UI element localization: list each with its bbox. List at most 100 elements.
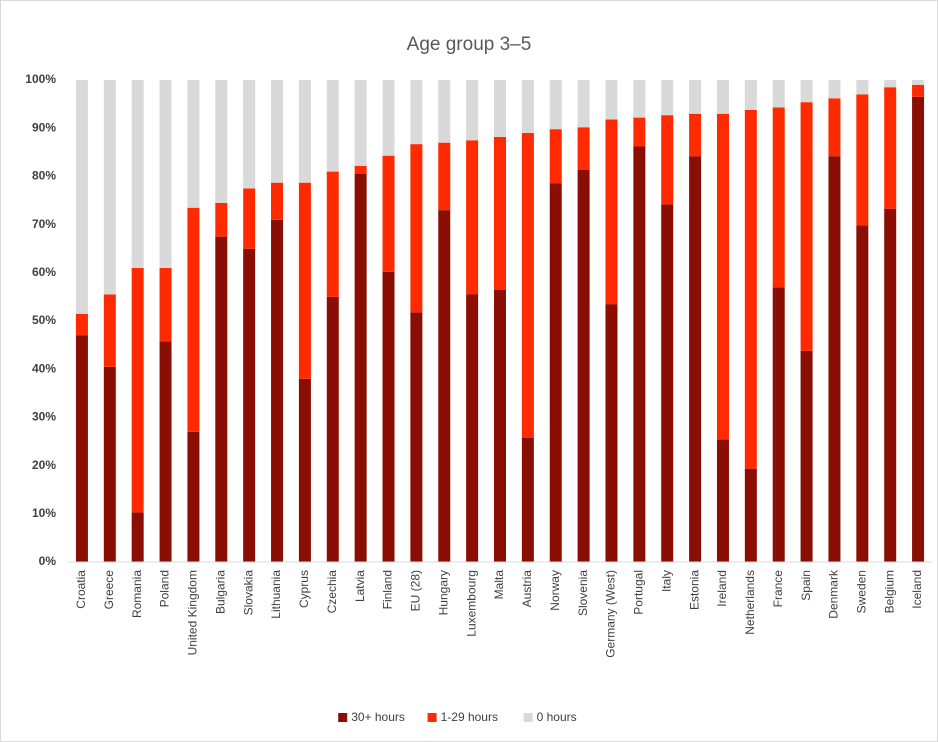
bar-segment — [494, 289, 506, 562]
x-tick-label: Portugal — [632, 570, 646, 615]
bar-segment — [215, 202, 228, 237]
bar-segment — [159, 267, 172, 342]
y-tick-label: 70% — [32, 217, 56, 231]
legend-swatch — [427, 713, 437, 722]
bar-segment — [744, 80, 757, 110]
bar-segment — [103, 294, 116, 367]
bar-segment — [438, 80, 451, 143]
x-tick-label: Belgium — [882, 570, 896, 613]
bar-segment — [633, 80, 646, 118]
bar-segment — [716, 113, 729, 440]
bar-segment — [410, 312, 423, 562]
legend-swatch — [523, 713, 533, 722]
legend-swatch — [338, 713, 348, 722]
x-tick-label: Finland — [381, 570, 395, 609]
x-tick-label: Bulgaria — [213, 570, 227, 614]
bar-segment — [828, 156, 841, 562]
bar-segment — [187, 80, 200, 208]
bar-segment — [828, 80, 841, 99]
x-tick-label: Malta — [492, 570, 506, 600]
bar-segment — [466, 294, 479, 562]
x-tick-label: Cyprus — [297, 570, 311, 608]
legend-label: 0 hours — [537, 710, 577, 724]
bar-segment — [884, 208, 897, 562]
bar-segment — [856, 94, 869, 226]
x-tick-label: Iceland — [910, 570, 924, 609]
bar-segment — [382, 80, 395, 156]
x-tick-label: Slovenia — [576, 570, 590, 616]
y-tick-label: 90% — [32, 120, 56, 134]
bar-segment — [661, 80, 674, 116]
chart-title: Age group 3–5 — [407, 34, 532, 55]
x-tick-label: Estonia — [687, 570, 701, 610]
x-tick-label: Slovakia — [241, 570, 255, 616]
bar-segment — [326, 171, 339, 297]
legend-label: 30+ hours — [351, 710, 405, 724]
bar-segment — [549, 80, 562, 130]
bar-segment — [187, 431, 200, 562]
bar-segment — [772, 287, 785, 562]
bar-segment — [856, 225, 869, 562]
x-tick-label: Poland — [158, 570, 172, 607]
bar-segment — [354, 80, 367, 166]
x-tick-label: United Kingdom — [186, 570, 200, 655]
x-tick-label: Czechia — [325, 570, 339, 614]
x-tick-label: EU (28) — [409, 570, 423, 611]
bar-segment — [884, 87, 897, 209]
x-tick-label: Ireland — [715, 570, 729, 607]
bar-segment — [605, 304, 618, 562]
x-tick-label: Latvia — [353, 570, 367, 602]
bar-segment — [689, 113, 702, 157]
y-tick-label: 80% — [32, 169, 56, 183]
bar-segment — [912, 96, 925, 563]
bar-segment — [828, 98, 841, 157]
bar-segment — [103, 80, 116, 295]
bar-segment — [159, 80, 172, 268]
bar-segment — [744, 109, 757, 469]
bar-segment — [187, 207, 200, 432]
bar-segment — [661, 115, 674, 205]
bar-segment — [577, 169, 590, 563]
bar-segment — [800, 80, 813, 103]
bar-segment — [521, 437, 534, 562]
bar-segment — [410, 144, 423, 313]
bar-segment — [243, 248, 256, 562]
x-tick-label: Luxembourg — [464, 570, 478, 637]
x-tick-label: Lithuania — [269, 570, 283, 619]
bar-segment — [159, 341, 172, 562]
bar-segment — [243, 80, 256, 189]
bar-segment — [633, 146, 646, 563]
bar-segment — [772, 107, 785, 288]
x-tick-label: Hungary — [436, 570, 450, 615]
bar-segment — [800, 350, 813, 562]
x-tick-label: Croatia — [74, 570, 88, 609]
bar-segment — [298, 378, 311, 562]
bar-segment — [215, 80, 228, 203]
bar-segment — [689, 80, 702, 114]
bar-segment — [744, 468, 757, 562]
x-tick-label: Sweden — [854, 570, 868, 613]
bar-segment — [716, 80, 729, 114]
x-tick-label: Denmark — [827, 569, 841, 619]
y-tick-label: 10% — [32, 506, 56, 520]
bar-segment — [912, 80, 925, 85]
bar-segment — [326, 296, 339, 562]
bar-segment — [354, 173, 367, 563]
bar-segment — [438, 210, 451, 562]
bar-segment — [75, 335, 88, 562]
bar-segment — [131, 512, 144, 562]
x-tick-label: Italy — [659, 570, 673, 592]
bar-segment — [131, 267, 144, 513]
bar-segment — [716, 439, 729, 562]
legend-label: 1-29 hours — [441, 710, 498, 724]
bar-segment — [103, 366, 116, 562]
bar-segment — [271, 219, 284, 562]
y-tick-label: 100% — [25, 72, 56, 86]
bar-segment — [466, 80, 479, 141]
bar-segment — [521, 80, 534, 134]
bar-segment — [438, 142, 451, 211]
bar-segment — [75, 313, 88, 336]
bar-segment — [326, 80, 339, 172]
y-tick-label: 40% — [32, 361, 56, 375]
